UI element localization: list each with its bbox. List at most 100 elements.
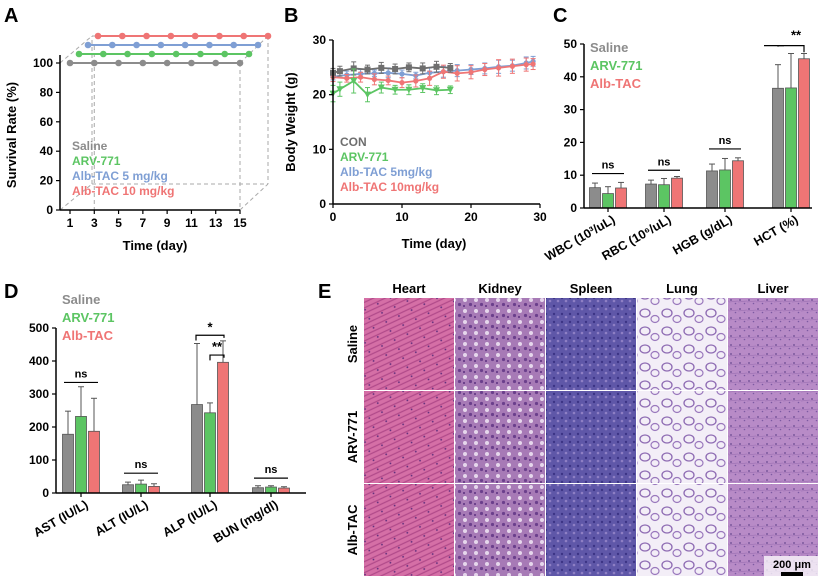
panel-d-bar (252, 487, 264, 494)
panel-a-x-tick-label: 9 (164, 216, 171, 230)
panel-a-point (66, 59, 74, 67)
panel-b-point (419, 65, 426, 72)
panel-a-point (191, 32, 199, 40)
legend-saline: Saline (72, 139, 108, 153)
legend-c-saline: Saline (590, 40, 628, 55)
panel-d-y-tick-label: 100 (29, 453, 49, 467)
panel-a-point (172, 50, 180, 58)
panel-d-bar (204, 412, 216, 494)
panel-b-point (447, 64, 454, 71)
panel-c-bar (658, 184, 670, 209)
panel-a-x-label: Time (day) (123, 238, 188, 253)
panel-c-bar (589, 187, 601, 209)
panel-c-bar (798, 58, 810, 209)
panel-a-y-tick-label: 60 (40, 115, 54, 129)
panel-c-y-tick-label: 30 (564, 103, 578, 117)
legend-d-alb-tac: Alb-TAC (62, 328, 114, 343)
scale-bar-background (764, 556, 820, 578)
panel-b-point (482, 66, 488, 73)
panel-d-legend: Saline ARV-771 Alb-TAC (62, 292, 115, 343)
panel-b-x-tick-label: 30 (533, 210, 547, 224)
histology-image-spleen-arv-771 (546, 391, 636, 483)
panel-b-point (385, 77, 391, 84)
panel-d-sig-label: ** (212, 339, 223, 354)
panel-b-series (329, 55, 536, 103)
panel-b-point (523, 62, 529, 68)
panel-d-bar (191, 404, 203, 494)
panel-letter-b: B (284, 5, 298, 27)
panel-a-series (66, 32, 272, 210)
panel-b-point (378, 64, 385, 71)
panel-b-x-tick-label: 10 (395, 210, 409, 224)
panel-b-point (454, 70, 460, 76)
panel-a-x-tick-label: 5 (115, 216, 122, 230)
panel-b-x-tick-label: 20 (464, 210, 478, 224)
panel-a-point (84, 41, 92, 49)
panel-d-sig-bracket (209, 354, 225, 361)
panel-d-bar (75, 416, 87, 494)
panel-a-point (75, 50, 83, 58)
panel-a-point (240, 32, 248, 40)
panel-d-y-tick-label: 200 (29, 420, 49, 434)
panel-a-point (163, 59, 171, 67)
panel-letter-a: A (4, 5, 18, 27)
panel-b-point (350, 65, 357, 72)
panel-c-bar (706, 170, 718, 209)
panel-a-legend: Saline ARV-771 Alb-TAC 5 mg/kg Alb-TAC 1… (72, 139, 174, 198)
panel-c-bar (645, 183, 657, 209)
panel-a-x-tick-label: 11 (185, 216, 198, 230)
panel-letter-c: C (553, 5, 567, 27)
panel-b-point (405, 86, 413, 94)
histology-image-kidney-arv-771 (455, 391, 545, 483)
panel-c-ns-label: ns (658, 156, 671, 168)
legend-arv-771: ARV-771 (72, 154, 121, 168)
histology-image-heart-saline (364, 298, 454, 390)
panel-a-point (230, 41, 238, 49)
panel-b-point (413, 78, 419, 84)
panel-a-point (245, 50, 253, 58)
histology-image-liver-saline (728, 298, 818, 390)
panel-a-point (181, 41, 189, 49)
legend-alb-tac-10: Alb-TAC 10 mg/kg (72, 184, 174, 198)
panel-b-point (419, 85, 427, 92)
panel-b-y-tick-label: 30 (313, 33, 327, 47)
panel-c-bar (671, 177, 683, 209)
panel-c-bar (785, 87, 797, 209)
panel-b-legend: CON ARV-771 Alb-TAC 5mg/kg Alb-TAC 10mg/… (340, 135, 439, 194)
legend-alb-tac-5: Alb-TAC 5 mg/kg (72, 169, 168, 183)
panel-b-point (405, 64, 412, 71)
panel-a-point (264, 32, 272, 40)
panel-d-y-tick-label: 400 (29, 354, 49, 368)
legend-alb-tac-5-b: Alb-TAC 5mg/kg (340, 165, 432, 179)
panel-d-y-tick-label: 500 (29, 321, 49, 335)
legend-alb-tac-10-b: Alb-TAC 10mg/kg (340, 180, 439, 194)
histology-image-lung-alb-tac (637, 484, 727, 576)
panel-a-point (157, 41, 165, 49)
panel-a-y-tick-label: 0 (46, 203, 53, 217)
panel-d-bar (148, 485, 160, 494)
panel-b-point (344, 75, 350, 81)
panel-b-point (468, 69, 474, 75)
histology-image-kidney-saline (455, 298, 545, 390)
panel-b-point (509, 63, 515, 69)
panel-a-point (133, 41, 140, 49)
legend-arv-771-b: ARV-771 (340, 150, 389, 164)
panel-b-line-3 (332, 63, 534, 84)
panel-e-histology-grid: Heart Kidney Spleen Lung Liver Saline ARV-771 A… (345, 281, 820, 578)
panel-b-point (391, 86, 399, 94)
panel-b-y-label: Body Weight (g) (283, 72, 298, 171)
panel-b-x-tick-label: 0 (330, 210, 337, 224)
panel-d-bar (122, 484, 134, 494)
panel-c-bar (615, 187, 627, 209)
panel-d-sig-label: * (207, 319, 213, 334)
histology-image-heart-alb-tac (364, 484, 454, 576)
panel-b-point (440, 69, 446, 75)
panel-b-point (530, 61, 536, 67)
panel-b-point (399, 71, 405, 77)
panel-a-x-tick-label: 15 (233, 216, 247, 230)
